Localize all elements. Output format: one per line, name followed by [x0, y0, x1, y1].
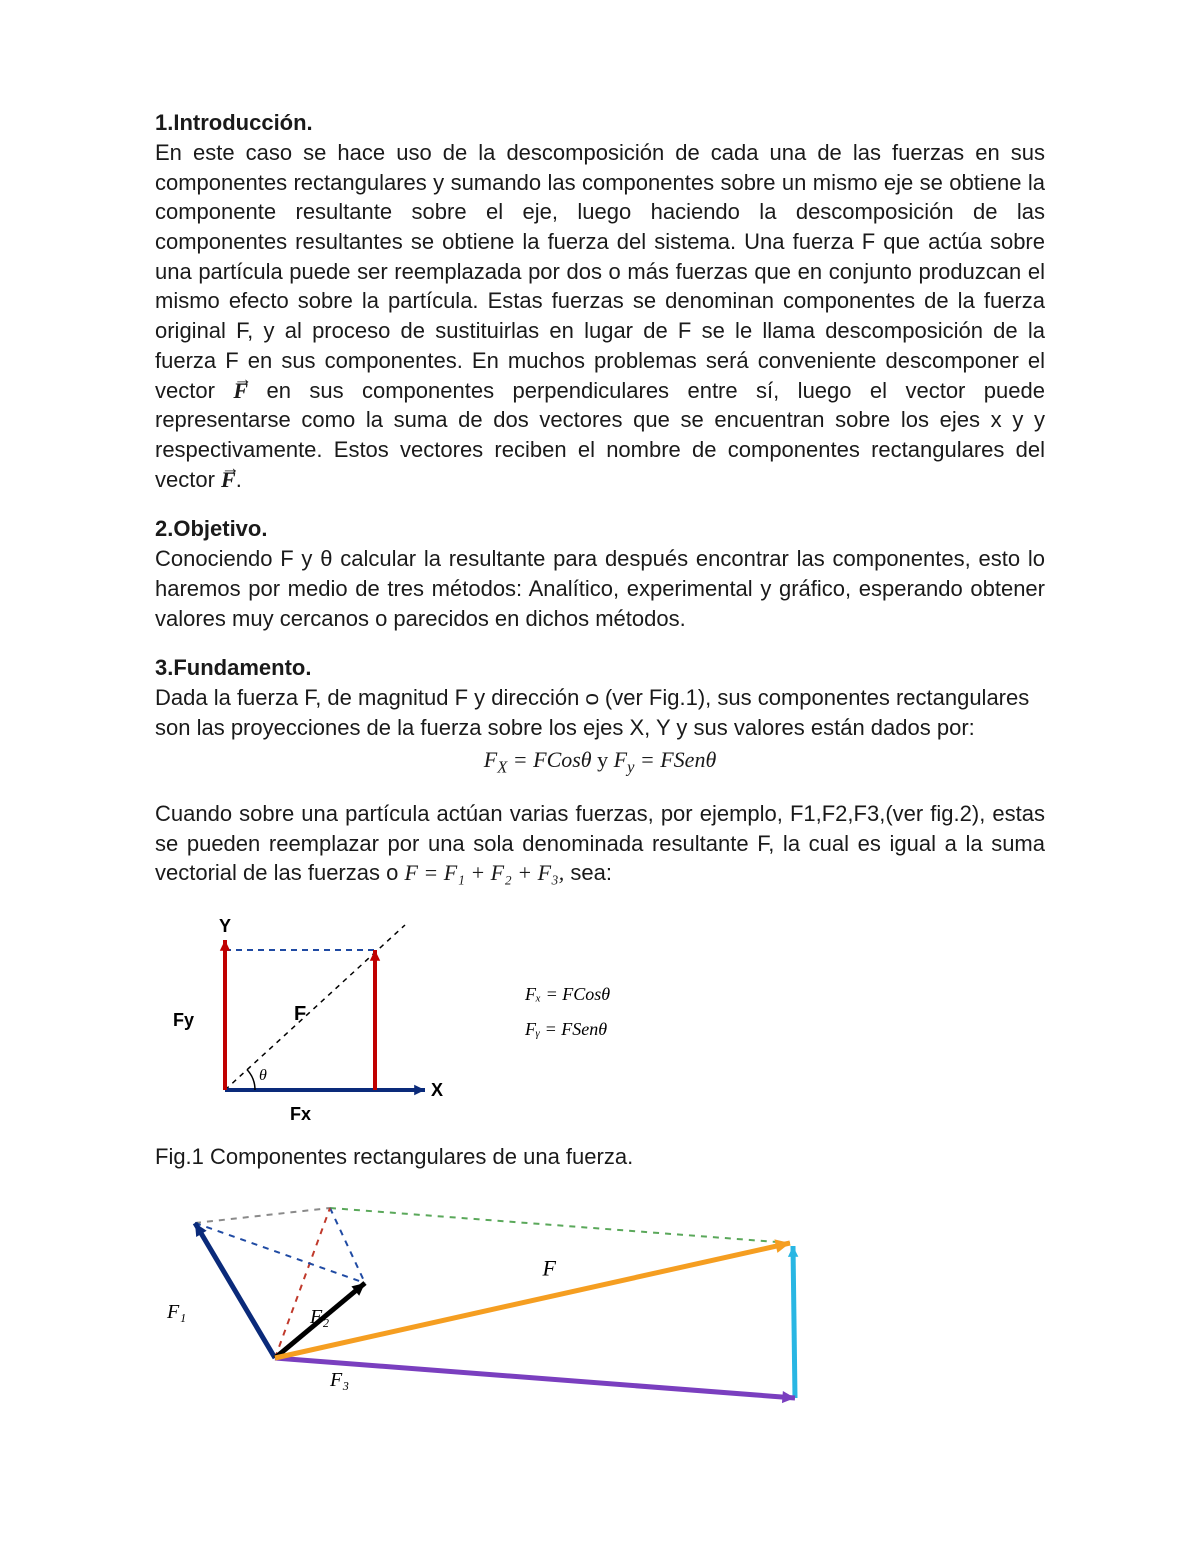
- vector-F-1: F: [233, 378, 248, 403]
- fx-F: F: [484, 747, 497, 772]
- fx-sub: X: [497, 757, 507, 776]
- fy-F: F: [614, 747, 627, 772]
- svg-text:Fᵧ = FSenθ: Fᵧ = FSenθ: [524, 1019, 607, 1039]
- svg-text:Fₓ = FCosθ: Fₓ = FCosθ: [524, 984, 610, 1004]
- figure-2-svg: F₁ F₂ F₃ F: [155, 1188, 855, 1418]
- heading-fundamento: 3.Fundamento.: [155, 655, 1045, 681]
- svg-text:X: X: [431, 1080, 443, 1100]
- heading-introduccion: 1.Introducción.: [155, 110, 1045, 136]
- formula-sep: y: [597, 747, 614, 772]
- figure-1-caption: Fig.1 Componentes rectangulares de una f…: [155, 1144, 1045, 1170]
- para-introduccion: En este caso se hace uso de la descompos…: [155, 138, 1045, 494]
- svg-text:F₁: F₁: [166, 1301, 186, 1323]
- formula-fx: FX = FCosθ: [484, 747, 597, 772]
- formula-row-1: FX = FCosθ y Fy = FSenθ: [155, 747, 1045, 777]
- svg-text:F₃: F₃: [329, 1369, 349, 1391]
- svg-text:Fy: Fy: [173, 1010, 194, 1030]
- figure-1: Y X Fy Fx Fθ Fₓ = FCosθ Fᵧ = FSenθ: [155, 910, 1045, 1140]
- fx-eq: = FCosθ: [507, 747, 591, 772]
- svg-text:F: F: [294, 1003, 306, 1025]
- svg-text:θ: θ: [259, 1067, 267, 1084]
- svg-text:F: F: [542, 1256, 557, 1281]
- para-fundamento-2: Cuando sobre una partícula actúan varias…: [155, 799, 1045, 888]
- intro-text-pre: En este caso se hace uso de la descompos…: [155, 140, 1045, 403]
- para-fundamento-1: Dada la fuerza F, de magnitud F y direcc…: [155, 683, 1045, 742]
- document-page: 1.Introducción. En este caso se hace uso…: [0, 0, 1200, 1482]
- svg-text:Fx: Fx: [290, 1104, 311, 1124]
- figure-2: F₁ F₂ F₃ F: [155, 1188, 1045, 1418]
- fy-eq: = FSenθ: [634, 747, 716, 772]
- vector-F-2: F: [221, 467, 236, 492]
- heading-objetivo: 2.Objetivo.: [155, 516, 1045, 542]
- svg-text:F₂: F₂: [309, 1306, 329, 1328]
- svg-text:Y: Y: [219, 916, 231, 936]
- figure-1-svg: Y X Fy Fx Fθ Fₓ = FCosθ Fᵧ = FSenθ: [155, 910, 715, 1140]
- intro-text-mid: en sus componentes perpendiculares entre…: [155, 378, 1045, 492]
- formula-fy: Fy = FSenθ: [614, 747, 717, 772]
- fund2-post: sea:: [570, 860, 612, 885]
- fund2-formula: F = F₁ + F₂ + F₃,: [404, 860, 564, 885]
- para-objetivo: Conociendo F y θ calcular la resultante …: [155, 544, 1045, 633]
